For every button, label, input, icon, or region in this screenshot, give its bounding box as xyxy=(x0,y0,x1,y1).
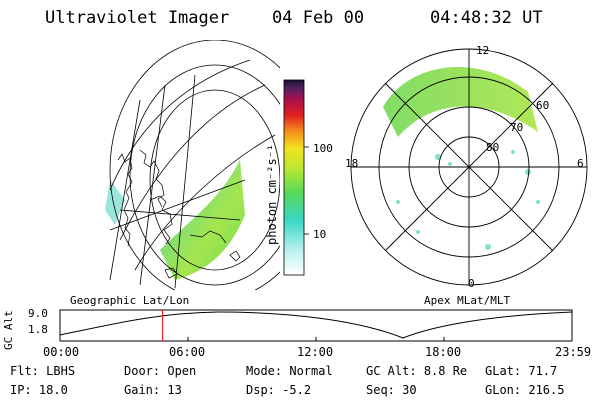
mlt-label-12: 12 xyxy=(476,44,490,57)
mlat-label-70: 70 xyxy=(510,121,524,134)
glon-info: GLon: 216.5 xyxy=(485,383,565,397)
mlat-label-80: 80 xyxy=(486,141,500,154)
colorbar-tick-100: 100 xyxy=(313,142,333,155)
time-label: 04:48:32 UT xyxy=(430,8,543,28)
time-tick-1800: 18:00 xyxy=(425,345,462,359)
altitude-plot xyxy=(59,309,573,342)
instrument-title: Ultraviolet Imager xyxy=(45,8,230,28)
colorbar-unit-label: photon cm⁻²s⁻¹ xyxy=(265,143,279,245)
altitude-curve xyxy=(59,311,573,339)
mlat-label-60: 60 xyxy=(536,99,550,112)
mode-info: Mode: Normal xyxy=(246,364,333,378)
door-info: Door: Open xyxy=(124,364,197,378)
mlt-spokes xyxy=(351,49,587,285)
time-tick-0600: 06:00 xyxy=(169,345,206,359)
left-panel-label: Geographic Lat/Lon xyxy=(70,294,190,307)
auroral-oval xyxy=(383,66,538,137)
time-tick-0000: 00:00 xyxy=(43,345,80,359)
altitude-tick-9: 9.0 xyxy=(28,307,48,320)
coastlines xyxy=(117,149,241,279)
aurora-band xyxy=(160,160,245,280)
mlt-label-0: 0 xyxy=(468,277,475,290)
time-tick-1200: 12:00 xyxy=(297,345,334,359)
lat-lon-grid xyxy=(109,40,280,290)
geographic-globe-image xyxy=(105,40,280,290)
time-tick-2359: 23:59 xyxy=(555,345,592,359)
mlt-label-6: 6 xyxy=(577,157,584,170)
altitude-axis-label: GC Alt xyxy=(2,310,15,350)
ip-info: IP: 18.0 xyxy=(10,383,68,397)
glat-info: GLat: 71.7 xyxy=(485,364,558,378)
gc-alt-info: GC Alt: 8.8 Re xyxy=(366,364,468,378)
seq-info: Seq: 30 xyxy=(366,383,417,397)
dsp-info: Dsp: -5.2 xyxy=(246,383,312,397)
polar-plot xyxy=(350,48,588,286)
right-panel-label: Apex MLat/MLT xyxy=(424,294,511,307)
colorbar xyxy=(283,79,309,276)
colorbar-tick-10: 10 xyxy=(313,228,327,241)
date-label: 04 Feb 00 xyxy=(272,8,365,28)
altitude-tick-1-8: 1.8 xyxy=(28,323,48,336)
mlt-label-18: 18 xyxy=(345,157,359,170)
filter-info: Flt: LBHS xyxy=(10,364,76,378)
gain-info: Gain: 13 xyxy=(124,383,182,397)
